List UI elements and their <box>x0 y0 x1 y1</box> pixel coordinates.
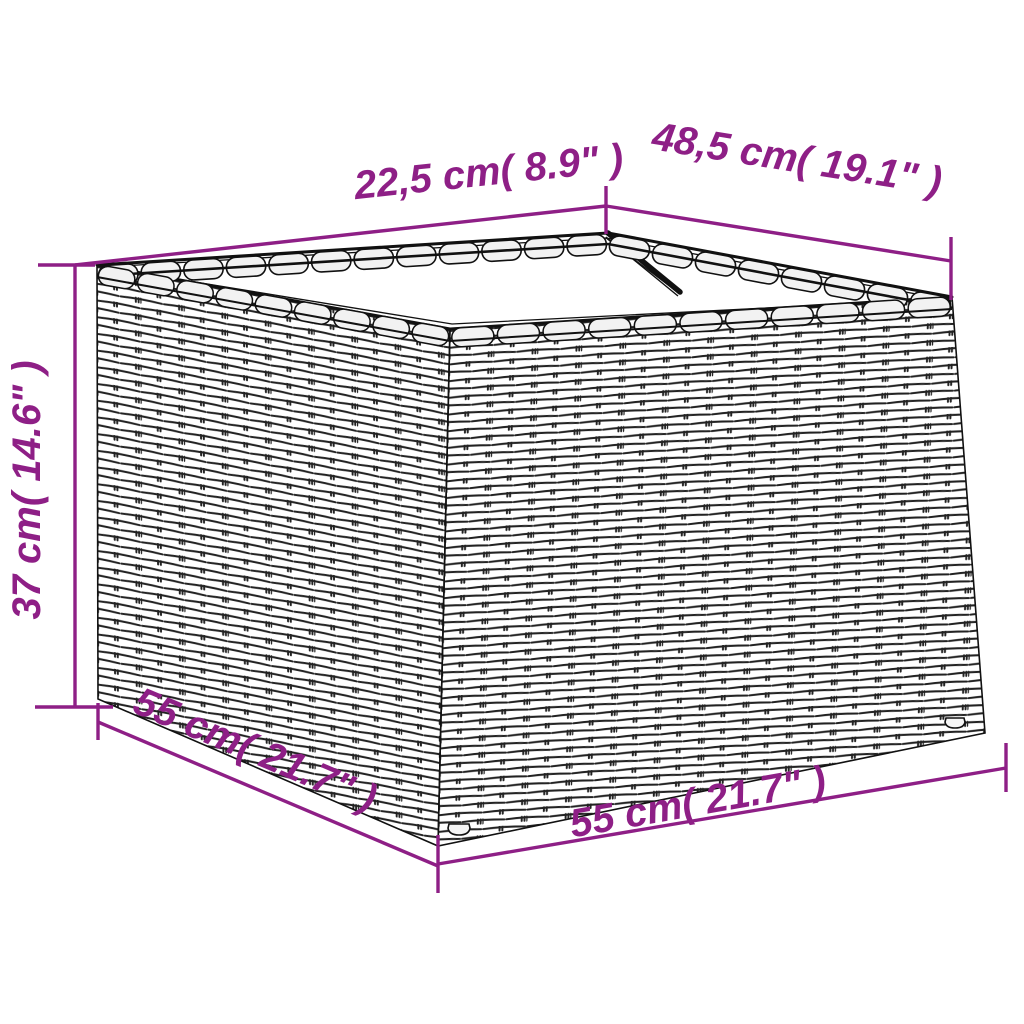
svg-text:37 cm( 14.6" ): 37 cm( 14.6" ) <box>5 360 49 619</box>
